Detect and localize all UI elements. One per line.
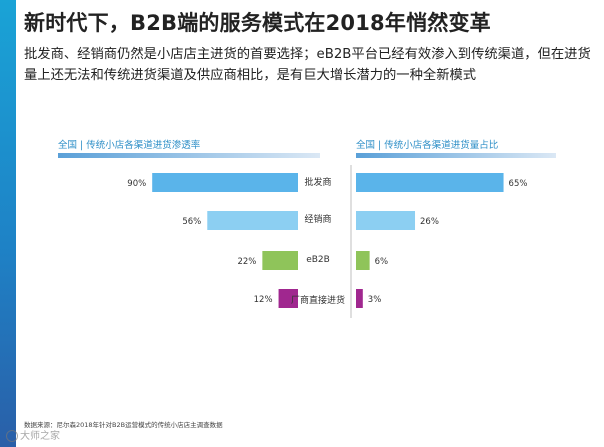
- right-bar-value-label-1: 26%: [420, 217, 439, 227]
- watermark-logo-icon: [6, 430, 18, 442]
- left-bar-1: [207, 211, 298, 230]
- category-label-eb2b: eB2B: [306, 255, 330, 265]
- right-bar-3: [356, 289, 363, 308]
- left-bar-value-label-2: 22%: [237, 257, 256, 267]
- category-label-manufacturer: 厂商直接进货: [290, 296, 345, 306]
- right-bar-value-label-2: 6%: [375, 257, 389, 267]
- data-source-footnote: 数据来源：尼尔森2018年针对B2B运营模式的传统小店店主调查数据: [24, 421, 223, 429]
- right-bar-2: [356, 251, 370, 270]
- left-chart-title-bar: 全国 | 传统小店各渠道进货渗透率: [58, 138, 320, 158]
- left-bar-2: [262, 251, 298, 270]
- right-chart-title: 全国 | 传统小店各渠道进货量占比: [356, 140, 499, 151]
- watermark-text: 大师之家: [20, 431, 60, 442]
- right-bar-0: [356, 173, 504, 192]
- left-bar-value-label-1: 56%: [182, 217, 201, 227]
- left-chart-title: 全国 | 传统小店各渠道进货渗透率: [58, 140, 201, 151]
- left-bar-3: [278, 289, 298, 308]
- left-bar-value-label-0: 90%: [127, 179, 146, 189]
- right-chart-title-underline: [356, 153, 556, 158]
- side-decoration-strip: [0, 0, 16, 447]
- left-bar-value-label-3: 12%: [254, 295, 273, 305]
- page-title: 新时代下，B2B端的服务模式在2018年悄然变革: [24, 11, 491, 35]
- right-bar-1: [356, 211, 416, 230]
- right-bar-value-label-3: 3%: [368, 295, 382, 305]
- category-label-wholesaler: 批发商: [304, 178, 332, 188]
- right-chart-title-bar: 全国 | 传统小店各渠道进货量占比: [356, 138, 556, 158]
- page-subtitle: 批发商、经销商仍然是小店店主进货的首要选择；eB2B平台已经有效渗入到传统渠道，…: [24, 47, 591, 83]
- watermark: 大师之家: [6, 427, 60, 442]
- category-label-distributor: 经销商: [304, 215, 332, 225]
- right-bar-value-label-0: 65%: [509, 179, 528, 189]
- left-bar-0: [152, 173, 298, 192]
- left-chart-title-underline: [58, 153, 320, 158]
